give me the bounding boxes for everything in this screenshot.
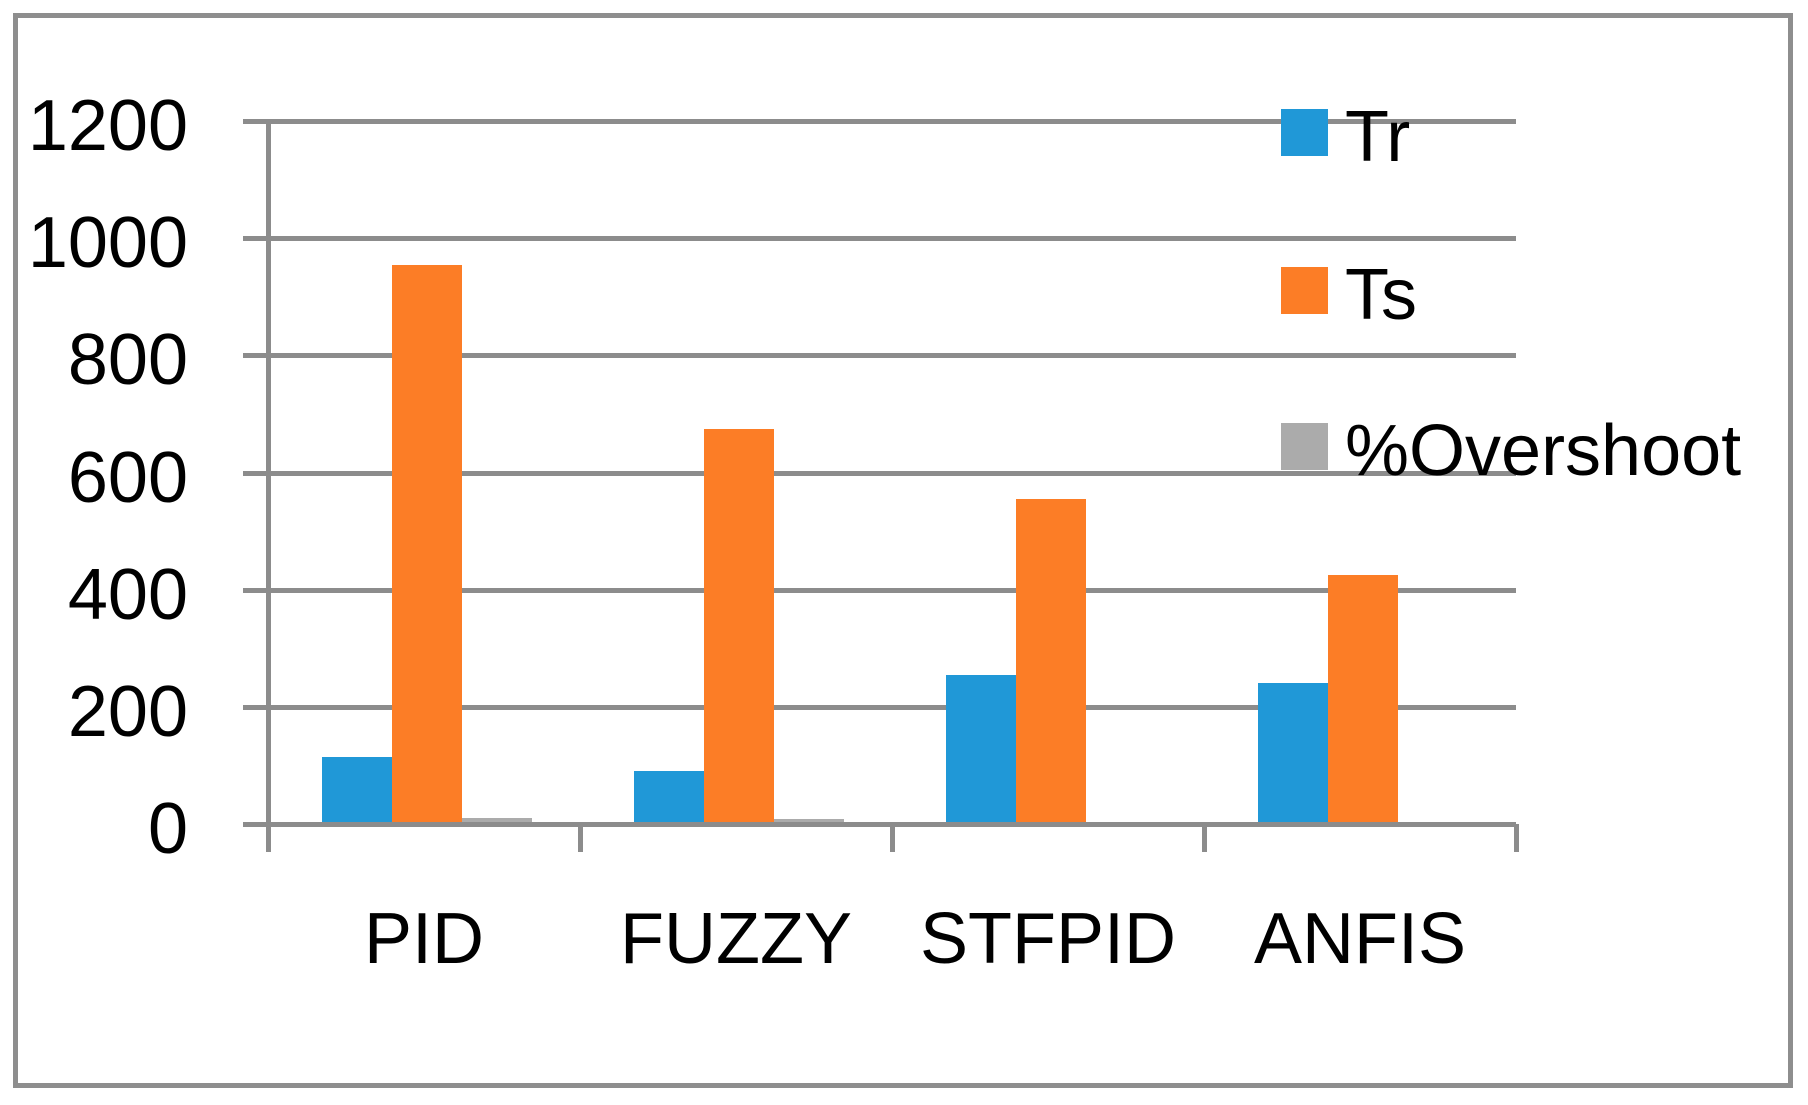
legend-key-tr [1281, 108, 1328, 156]
gridline [243, 587, 1516, 593]
legend-label-overshoot: %Overshoot [1345, 411, 1742, 491]
x-axis-line [243, 822, 1516, 827]
category-label-fuzzy: FUZZY [620, 899, 852, 979]
y-tick-label: 400 [67, 554, 188, 635]
bar-stfpid-tr [946, 674, 1016, 824]
gridline [243, 353, 1516, 359]
x-axis-tick [1202, 824, 1207, 852]
legend-key-overshoot [1281, 422, 1328, 470]
gridline [243, 236, 1516, 242]
y-axis-line [266, 119, 271, 852]
gridline [243, 704, 1516, 710]
legend-key-ts [1281, 266, 1328, 314]
y-tick-label: 200 [67, 671, 188, 752]
y-tick-label: 1200 [27, 86, 188, 166]
bar-anfis-tr [1258, 683, 1328, 824]
y-tick-label: 800 [67, 320, 188, 401]
category-label-anfis: ANFIS [1253, 899, 1467, 979]
bar-pid-overshoot [462, 818, 532, 824]
bar-fuzzy-overshoot [774, 819, 844, 824]
x-axis-tick [1514, 824, 1519, 852]
category-label-stfpid: STFPID [919, 899, 1176, 979]
x-axis-tick [890, 824, 895, 852]
y-tick-label: 1000 [27, 203, 188, 284]
y-tick-label: 0 [147, 789, 188, 869]
bar-anfis-ts [1328, 575, 1398, 824]
bar-fuzzy-tr [634, 771, 704, 824]
bar-stfpid-ts [1016, 498, 1086, 824]
gridline [243, 119, 1516, 124]
gridline [243, 470, 1516, 476]
legend-label-ts: Ts [1345, 255, 1417, 335]
category-label-pid: PID [363, 899, 485, 979]
bar-pid-ts [392, 264, 462, 824]
chart-border [13, 13, 1793, 1088]
bar-pid-tr [322, 756, 392, 824]
y-tick-label: 600 [67, 437, 188, 518]
bar-fuzzy-ts [704, 428, 774, 824]
x-axis-tick [578, 824, 583, 852]
legend-label-tr: Tr [1345, 97, 1411, 177]
